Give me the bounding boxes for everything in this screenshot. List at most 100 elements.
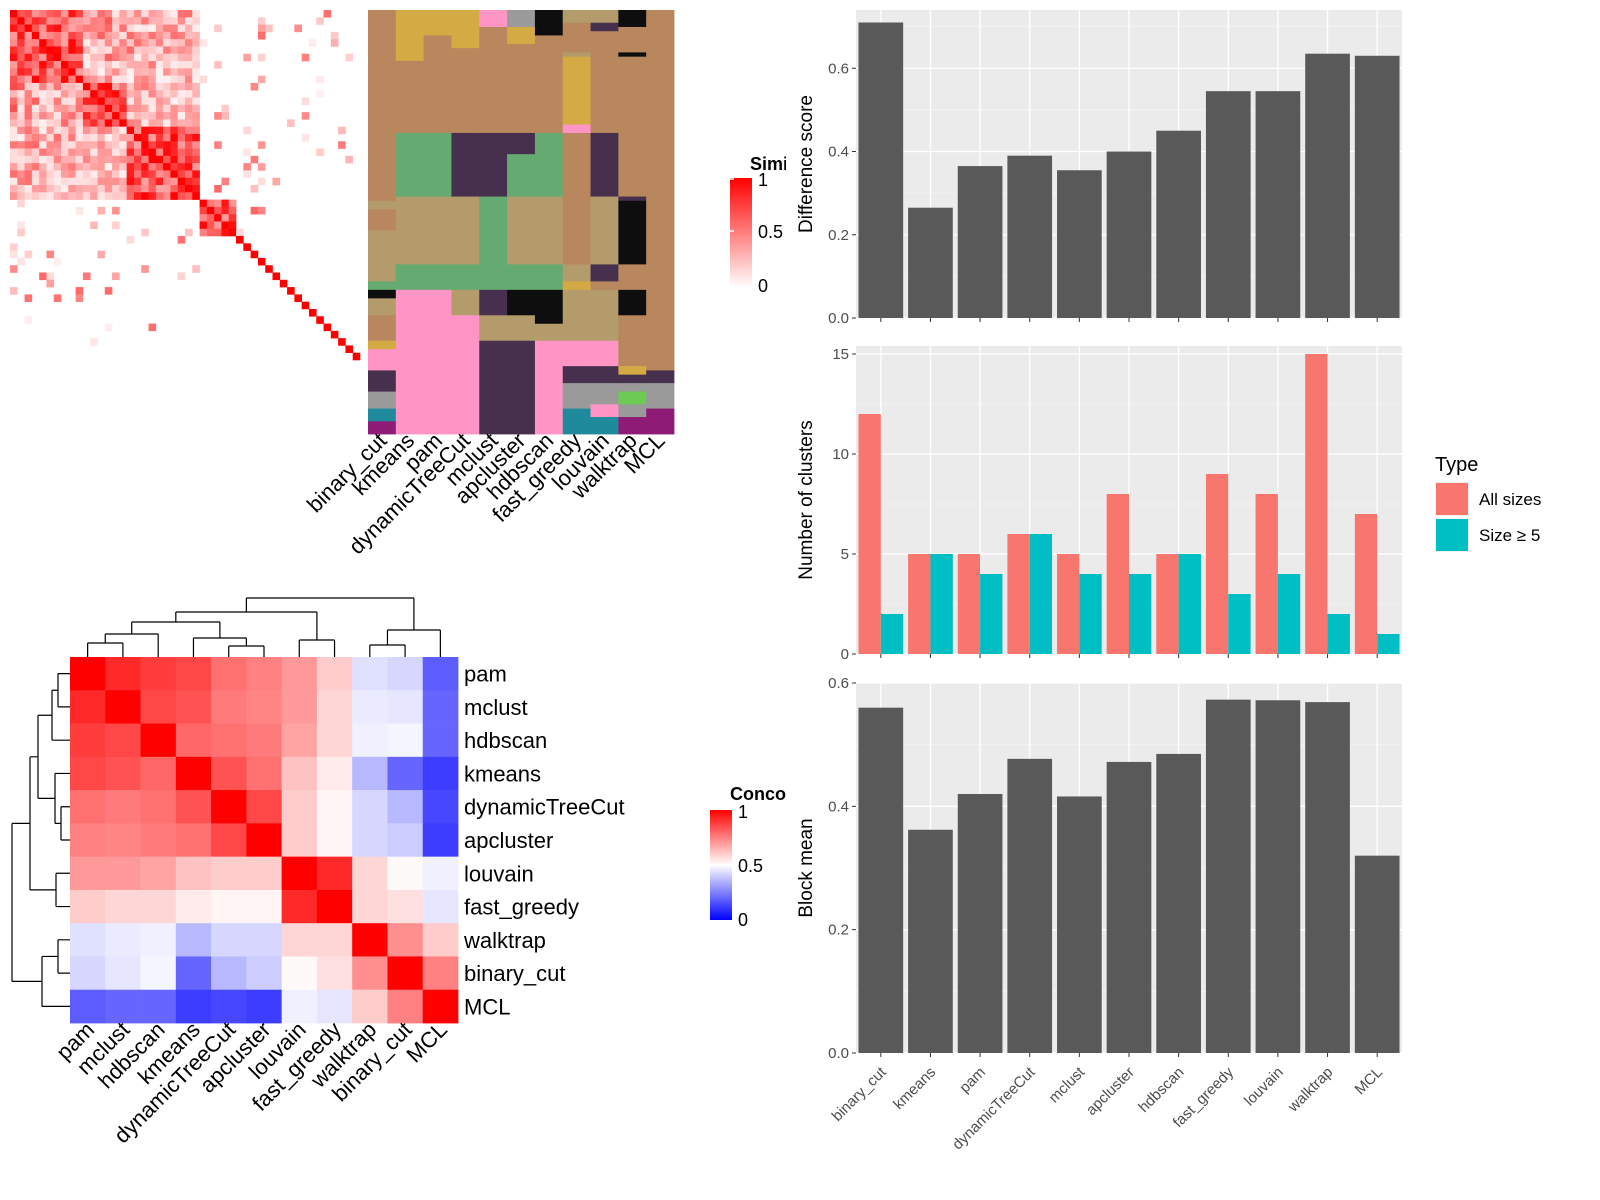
similarity-cell <box>53 17 62 25</box>
similarity-cell <box>112 119 120 127</box>
similarity-cell <box>185 24 193 33</box>
number-of-clusters-bar <box>1079 574 1102 654</box>
assignment-cell <box>368 421 397 435</box>
concordance-cell <box>246 889 283 924</box>
similarity-cell <box>90 104 98 113</box>
similarity-cell <box>119 31 127 40</box>
concordance-cell <box>140 923 177 957</box>
similarity-cell <box>323 323 332 332</box>
similarity-cell <box>185 104 193 113</box>
similarity-cell <box>90 10 98 18</box>
similarity-cell <box>214 24 222 33</box>
similarity-cell <box>185 177 193 186</box>
similarity-cell <box>17 31 25 40</box>
similarity-cell <box>228 214 237 222</box>
dendrogram-branch <box>87 642 124 657</box>
similarity-cell <box>82 177 91 186</box>
similarity-cell <box>119 155 127 164</box>
assignment-cell <box>618 374 647 384</box>
concordance-cell <box>422 889 459 924</box>
number-of-clusters-bar <box>1228 594 1251 654</box>
similarity-cell <box>133 68 142 76</box>
assignment-cell <box>590 404 619 418</box>
similarity-cell <box>97 97 106 106</box>
similarity-cell <box>185 31 193 40</box>
similarity-cell <box>163 97 171 106</box>
similarity-cell <box>112 53 120 62</box>
similarity-cell <box>46 148 55 157</box>
similarity-legend-tick-label: 0 <box>758 276 768 296</box>
similarity-cell <box>39 17 47 25</box>
similarity-cell <box>82 97 91 106</box>
similarity-cell <box>133 24 142 33</box>
similarity-cell <box>53 126 62 135</box>
similarity-cell <box>90 221 98 230</box>
concordance-cell <box>211 856 247 891</box>
concordance-cell <box>246 657 283 691</box>
block-mean-bar <box>1255 700 1301 1053</box>
similarity-cell <box>141 192 149 200</box>
similarity-cell <box>61 53 69 62</box>
similarity-cell <box>316 90 324 98</box>
similarity-cell <box>155 46 164 55</box>
similarity-cell <box>61 17 69 25</box>
similarity-cell <box>68 97 76 106</box>
similarity-cell <box>141 141 149 149</box>
concordance-cell <box>105 657 141 691</box>
block-mean-x-tick-label: pam <box>956 1064 989 1097</box>
similarity-cell <box>177 112 186 120</box>
similarity-cell <box>90 39 98 47</box>
similarity-cell <box>24 119 33 127</box>
concordance-cell <box>175 889 212 924</box>
concordance-cell <box>105 989 141 1024</box>
similarity-cell <box>155 155 164 164</box>
assignment-cell <box>618 366 647 376</box>
similarity-cell <box>126 155 135 164</box>
concordance-row-label: MCL <box>464 994 510 1019</box>
number-of-clusters-bar <box>1057 554 1080 654</box>
similarity-cell <box>185 148 193 157</box>
block-mean-bar <box>1106 761 1152 1053</box>
similarity-cell <box>53 112 62 120</box>
similarity-cell <box>177 272 186 281</box>
similarity-cell <box>141 75 149 84</box>
similarity-cell <box>17 53 25 62</box>
similarity-cell <box>53 97 62 106</box>
assignment-cell <box>618 10 647 28</box>
concordance-cell <box>246 756 283 791</box>
similarity-cell <box>141 163 149 171</box>
similarity-cell <box>82 112 91 120</box>
similarity-cell <box>53 46 62 55</box>
concordance-cell <box>246 923 283 957</box>
similarity-cell <box>90 155 98 164</box>
similarity-cell <box>75 192 84 200</box>
similarity-cell <box>17 228 25 237</box>
similarity-cell <box>170 141 179 149</box>
similarity-cell <box>163 75 171 84</box>
assignment-cell <box>395 391 425 435</box>
similarity-cell <box>97 148 106 157</box>
similarity-cell <box>177 17 186 25</box>
similarity-legend-colorbar <box>730 178 752 288</box>
similarity-cell <box>97 192 106 200</box>
similarity-cell <box>17 185 25 193</box>
similarity-cell <box>148 24 157 33</box>
similarity-cell <box>31 192 40 200</box>
similarity-cell <box>133 53 142 62</box>
similarity-cell <box>68 170 76 179</box>
assignment-cell <box>590 22 619 32</box>
similarity-cell <box>97 104 106 113</box>
concordance-cell <box>352 756 388 791</box>
similarity-cell <box>163 10 171 18</box>
concordance-cell <box>387 989 424 1024</box>
similarity-cell <box>24 177 33 186</box>
similarity-cell <box>24 112 33 120</box>
assignment-cell <box>590 289 619 342</box>
similarity-cell <box>31 126 40 135</box>
similarity-cell <box>10 112 18 120</box>
similarity-cell <box>39 53 47 62</box>
number-of-clusters-bar <box>1156 554 1179 654</box>
similarity-cell <box>228 221 237 230</box>
concordance-cell <box>175 690 212 724</box>
